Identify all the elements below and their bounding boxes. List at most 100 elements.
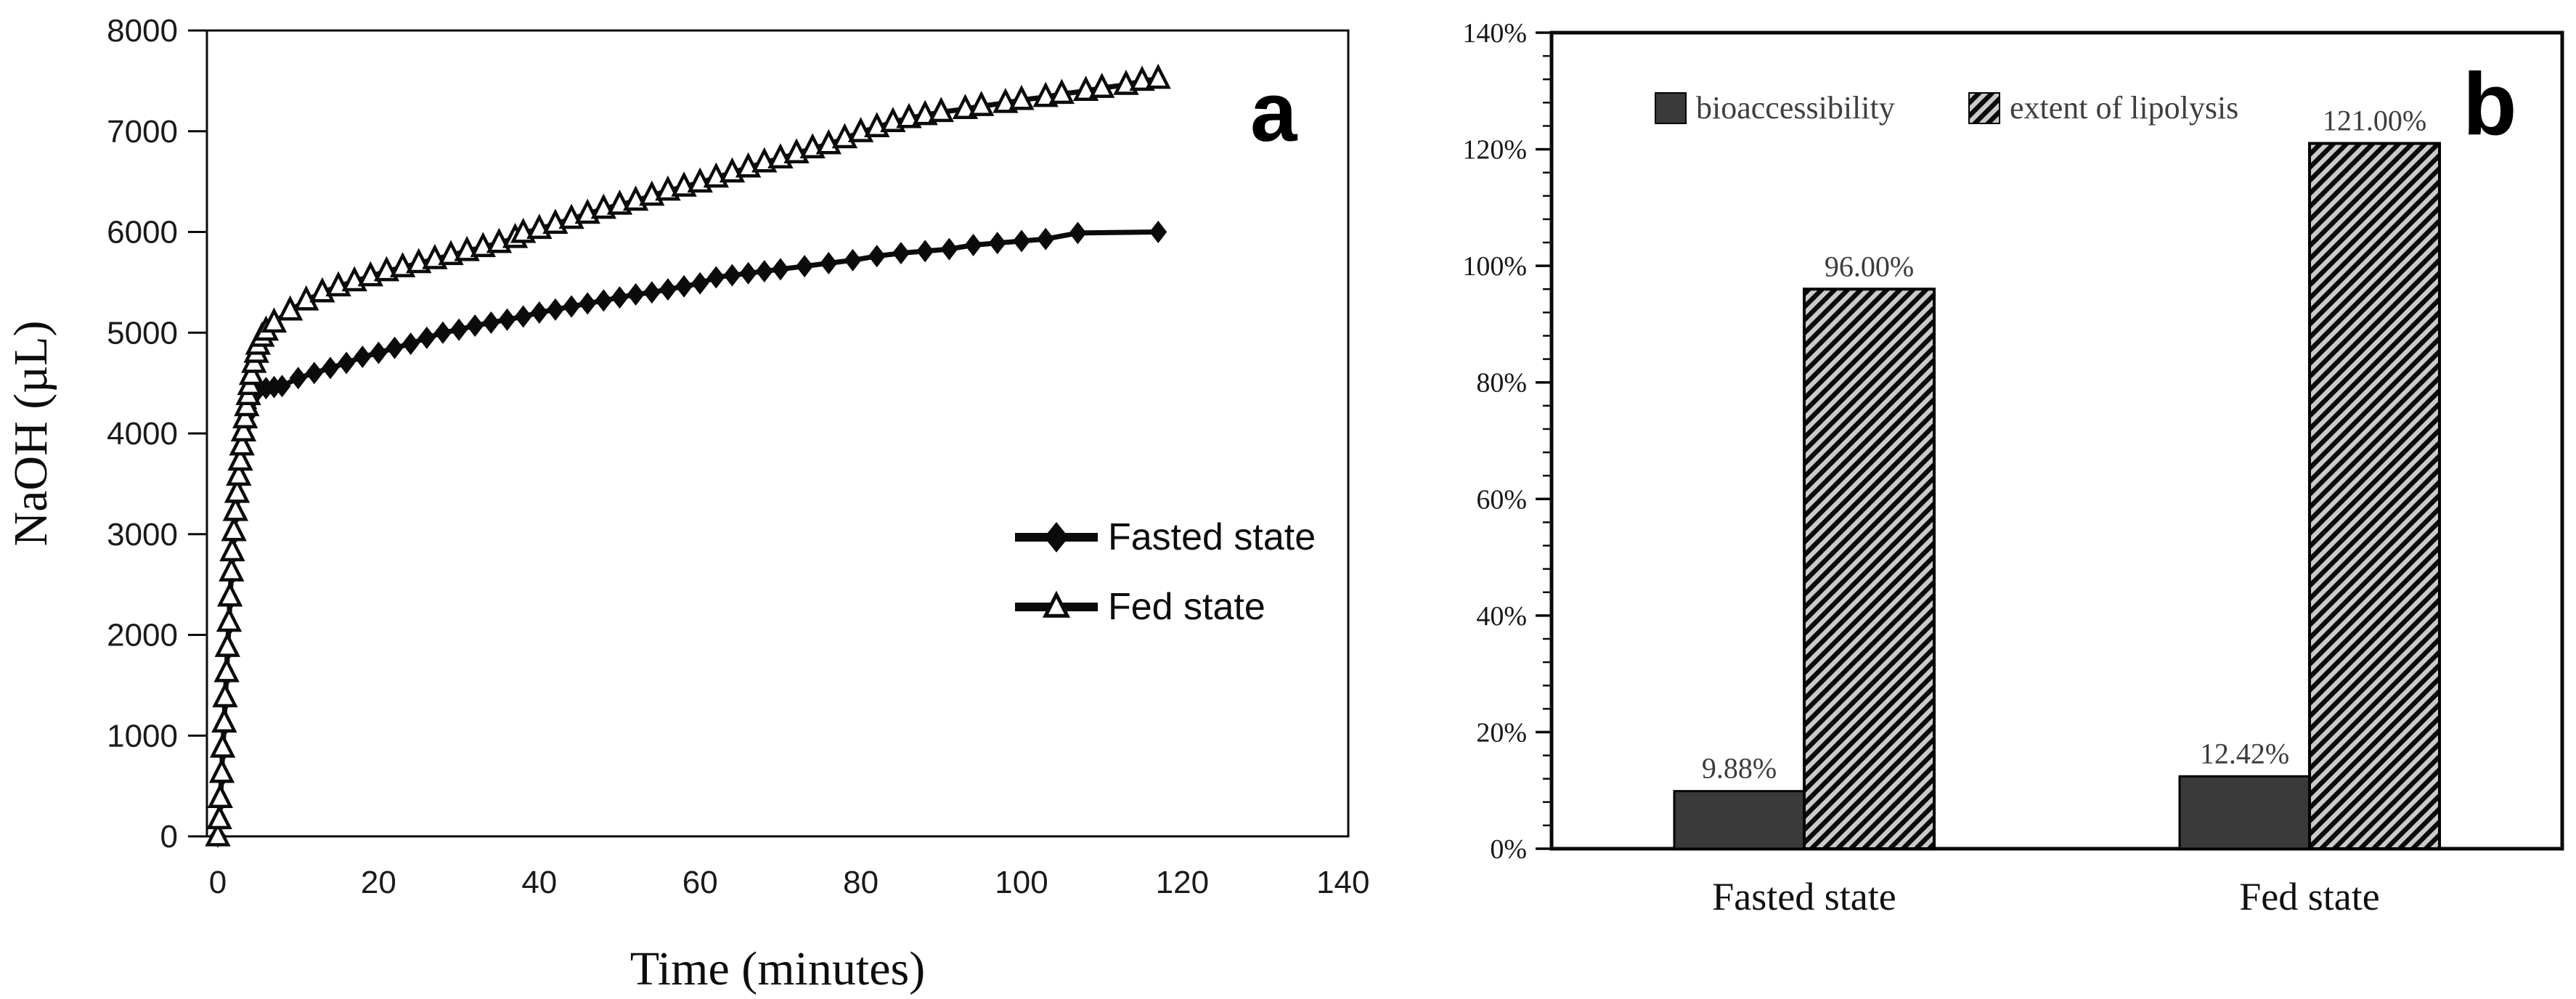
open-triangle-marker — [216, 581, 243, 607]
legend-label: bioaccessibility — [1696, 90, 1895, 126]
open-triangle-marker — [208, 757, 235, 783]
filled-diamond-marker — [643, 281, 661, 304]
legend-label: Fasted state — [1108, 516, 1316, 558]
filled-diamond-marker — [450, 318, 468, 341]
filled-diamond-marker — [386, 336, 404, 359]
panel-b-bar-chart: 0% 20% 40% 60% 80% 100% 120% 140% 9.88% 96.00% Fas… — [1379, 0, 2576, 999]
open-triangle-marker — [224, 477, 250, 503]
open-triangle-marker — [238, 359, 265, 386]
y-axis-tick-label: 60% — [1476, 484, 1527, 515]
filled-diamond-marker — [595, 289, 613, 312]
bar-data-label: 121.00% — [2323, 105, 2426, 137]
y-axis-tick-label: 40% — [1476, 601, 1527, 632]
filled-diamond-marker — [964, 234, 982, 257]
y-axis-tick-label: 2000 — [107, 618, 178, 653]
x-axis-title: Time (minutes) — [630, 942, 925, 995]
x-axis-tick-label: 20 — [361, 865, 396, 900]
filled-diamond-marker — [354, 346, 372, 369]
filled-diamond-marker — [868, 245, 886, 268]
y-axis-tick-label: 80% — [1476, 368, 1527, 399]
filled-diamond-marker — [988, 232, 1006, 255]
filled-diamond-marker — [916, 240, 934, 263]
legend-hatched-square-icon — [1968, 92, 2000, 124]
panel-label-b: b — [2463, 54, 2517, 153]
open-triangle-marker — [229, 430, 255, 456]
filled-diamond-marker — [820, 252, 838, 275]
filled-diamond-marker — [321, 356, 339, 380]
y-axis-tick-label: 6000 — [107, 215, 178, 250]
x-category-label: Fasted state — [1712, 875, 1896, 918]
filled-diamond-marker — [675, 274, 693, 298]
x-axis-tick-label: 100 — [995, 865, 1048, 900]
filled-diamond-marker — [611, 286, 629, 309]
y-axis-tick-label: 20% — [1476, 717, 1527, 748]
y-axis-tick-label: 0 — [160, 819, 178, 855]
legend-open-triangle-icon — [1042, 590, 1071, 618]
filled-diamond-marker — [546, 298, 564, 321]
open-triangle-marker — [968, 91, 995, 116]
x-axis-tick-label: 0 — [209, 865, 227, 900]
open-triangle-marker — [207, 783, 233, 809]
filled-diamond-marker — [273, 375, 291, 398]
filled-diamond-marker — [402, 333, 420, 356]
filled-diamond-marker — [514, 305, 532, 328]
open-triangle-marker — [219, 536, 245, 562]
open-triangle-marker — [1089, 73, 1115, 98]
filled-diamond-marker — [433, 321, 452, 344]
filled-diamond-marker — [370, 341, 388, 364]
y-axis-tick-label: 120% — [1462, 135, 1527, 166]
bar-data-label: 12.42% — [2200, 737, 2289, 770]
filled-diamond-marker — [707, 266, 725, 289]
bar-bioaccessibility — [2178, 775, 2311, 850]
filled-diamond-marker — [482, 311, 500, 334]
open-triangle-marker — [209, 732, 236, 758]
y-axis-tick-label: 0% — [1490, 834, 1527, 865]
filled-diamond-marker — [305, 362, 323, 385]
filled-diamond-marker — [627, 283, 645, 306]
open-triangle-marker — [214, 632, 240, 657]
naoh-vs-time-line-chart: 0 1000 2000 3000 4000 5000 6000 7000 8000 0 20 40 60… — [4, 13, 1370, 995]
filled-diamond-marker — [771, 258, 789, 281]
bar-data-label: 96.00% — [1825, 250, 1914, 282]
filled-diamond-marker — [892, 242, 910, 265]
open-triangle-marker — [222, 495, 249, 521]
x-axis-tick-label: 60 — [682, 865, 718, 900]
open-triangle-marker — [211, 707, 237, 733]
y-axis-title: NaOH (µL) — [4, 320, 57, 546]
open-triangle-marker — [261, 307, 288, 333]
x-axis-tick-label: 80 — [843, 865, 879, 900]
y-axis-tick-label: 1000 — [107, 718, 178, 754]
y-axis-tick-label: 5000 — [107, 315, 178, 351]
filled-diamond-marker — [739, 261, 757, 285]
plot-area-border — [1549, 30, 2564, 851]
filled-diamond-marker — [1037, 227, 1055, 250]
filled-diamond-marker — [1149, 221, 1167, 243]
open-triangle-marker — [205, 821, 231, 847]
panel-a-titration-chart: 0 1000 2000 3000 4000 5000 6000 7000 8000 0 20 40 60… — [4, 13, 1370, 995]
filled-diamond-marker — [723, 264, 741, 287]
y-axis-tick-label: 4000 — [107, 416, 178, 452]
open-triangle-marker — [221, 515, 247, 542]
open-triangle-marker — [219, 556, 245, 582]
bar-extent-of-lipolysis — [2308, 142, 2441, 851]
y-axis-tick-label: 8000 — [107, 13, 178, 49]
filled-diamond-marker — [940, 237, 958, 261]
x-axis-tick-label: 140 — [1316, 865, 1369, 900]
filled-diamond-marker — [289, 367, 307, 390]
y-axis-tick-label: 7000 — [107, 114, 178, 150]
legend-filled-diamond-icon — [1044, 522, 1069, 552]
open-triangle-marker — [226, 460, 252, 486]
bar-extent-of-lipolysis — [1803, 288, 1936, 850]
filled-diamond-marker — [417, 326, 436, 349]
filled-diamond-marker — [796, 255, 814, 278]
filled-diamond-marker — [466, 314, 484, 338]
panel-label-a: a — [1250, 65, 1297, 159]
filled-diamond-marker — [1069, 221, 1087, 245]
open-triangle-marker — [1008, 84, 1035, 110]
y-axis-tick-label: 100% — [1462, 251, 1527, 282]
open-triangle-marker — [230, 416, 257, 441]
legend-solid-square-icon — [1655, 92, 1687, 124]
y-axis-tick-label: 3000 — [107, 517, 178, 552]
filled-diamond-marker — [755, 260, 773, 283]
filled-diamond-marker — [563, 295, 581, 318]
